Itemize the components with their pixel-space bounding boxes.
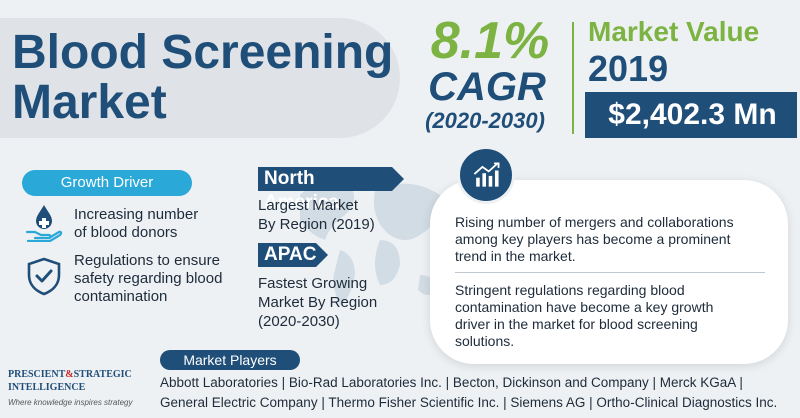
page-title: Blood Screening Market xyxy=(12,28,393,128)
driver-item-2: Regulations to ensure safety regarding b… xyxy=(74,252,222,306)
header-divider xyxy=(572,22,574,134)
driver-2-line-1: Regulations to ensure xyxy=(74,252,220,269)
insight-1-line-3: trend in the market. xyxy=(455,248,576,264)
insight-1: Rising number of mergers and collaborati… xyxy=(455,214,775,265)
region-fastest-line-1: Fastest Growing xyxy=(258,275,368,292)
market-players-line-2: General Electric Company | Thermo Fisher… xyxy=(160,395,778,410)
blood-donation-icon xyxy=(25,205,63,242)
company-tagline: Where knowledge inspires strategy xyxy=(8,398,133,407)
market-value-label: Market Value xyxy=(588,16,760,47)
region-largest-line-1: Largest Market xyxy=(258,197,359,214)
insight-1-line-1: Rising number of mergers and collaborati… xyxy=(455,214,734,230)
logo-word-1: PRESCIENT xyxy=(8,369,66,380)
region-fastest-desc: Fastest Growing Market By Region (2020-2… xyxy=(258,274,377,331)
region-largest-line-2: By Region (2019) xyxy=(258,216,375,233)
insight-2-line-2: contamination have become a key growth xyxy=(455,299,714,315)
growth-driver-badge: Growth Driver xyxy=(22,170,192,196)
insight-2-line-3: driver in the market for blood screening xyxy=(455,316,698,332)
logo-word-2: STRATEGIC xyxy=(73,369,132,380)
title-line-1: Blood Screening xyxy=(12,26,394,79)
cagr-period: (2020-2030) xyxy=(425,108,545,133)
driver-1-line-1: Increasing number xyxy=(74,206,199,223)
insight-2: Stringent regulations regarding blood co… xyxy=(455,282,775,350)
driver-1-line-2: of blood donors xyxy=(74,224,178,241)
region-largest-desc: Largest Market By Region (2019) xyxy=(258,196,375,234)
market-value-year: 2019 xyxy=(588,48,669,89)
title-line-2: Market xyxy=(12,76,167,129)
region-fastest-line-2: Market By Region xyxy=(258,294,378,311)
market-value-box xyxy=(585,92,797,138)
chart-trend-icon xyxy=(457,146,515,204)
company-logo-line-2: INTELLIGENCE xyxy=(8,382,86,393)
shield-check-icon xyxy=(27,257,61,296)
cagr-label: CAGR xyxy=(428,65,546,109)
market-value-amount: $2,402.3 Mn xyxy=(608,98,777,131)
logo-ampersand: & xyxy=(65,369,74,380)
insight-1-line-2: among key players has become a prominent xyxy=(455,231,731,247)
market-players-line-1: Abbott Laboratories | Bio-Rad Laboratori… xyxy=(160,375,743,390)
title-banner xyxy=(0,18,400,138)
insight-2-line-4: solutions. xyxy=(455,333,515,349)
driver-item-1: Increasing number of blood donors xyxy=(74,206,198,242)
insight-2-line-1: Stringent regulations regarding blood xyxy=(455,282,685,298)
cagr-value: 8.1% xyxy=(430,12,550,70)
company-logo-line-1: PRESCIENT&STRATEGIC xyxy=(8,369,148,380)
region-largest-badge: North America xyxy=(258,167,404,213)
world-map-illustration xyxy=(300,181,441,305)
driver-2-line-2: safety regarding blood xyxy=(74,270,223,287)
region-fastest-badge: APAC xyxy=(258,243,328,267)
region-fastest-line-3: (2020-2030) xyxy=(258,313,340,330)
driver-2-line-3: contamination xyxy=(74,288,168,305)
market-players-badge: Market Players xyxy=(160,350,300,370)
insights-divider xyxy=(455,272,765,273)
